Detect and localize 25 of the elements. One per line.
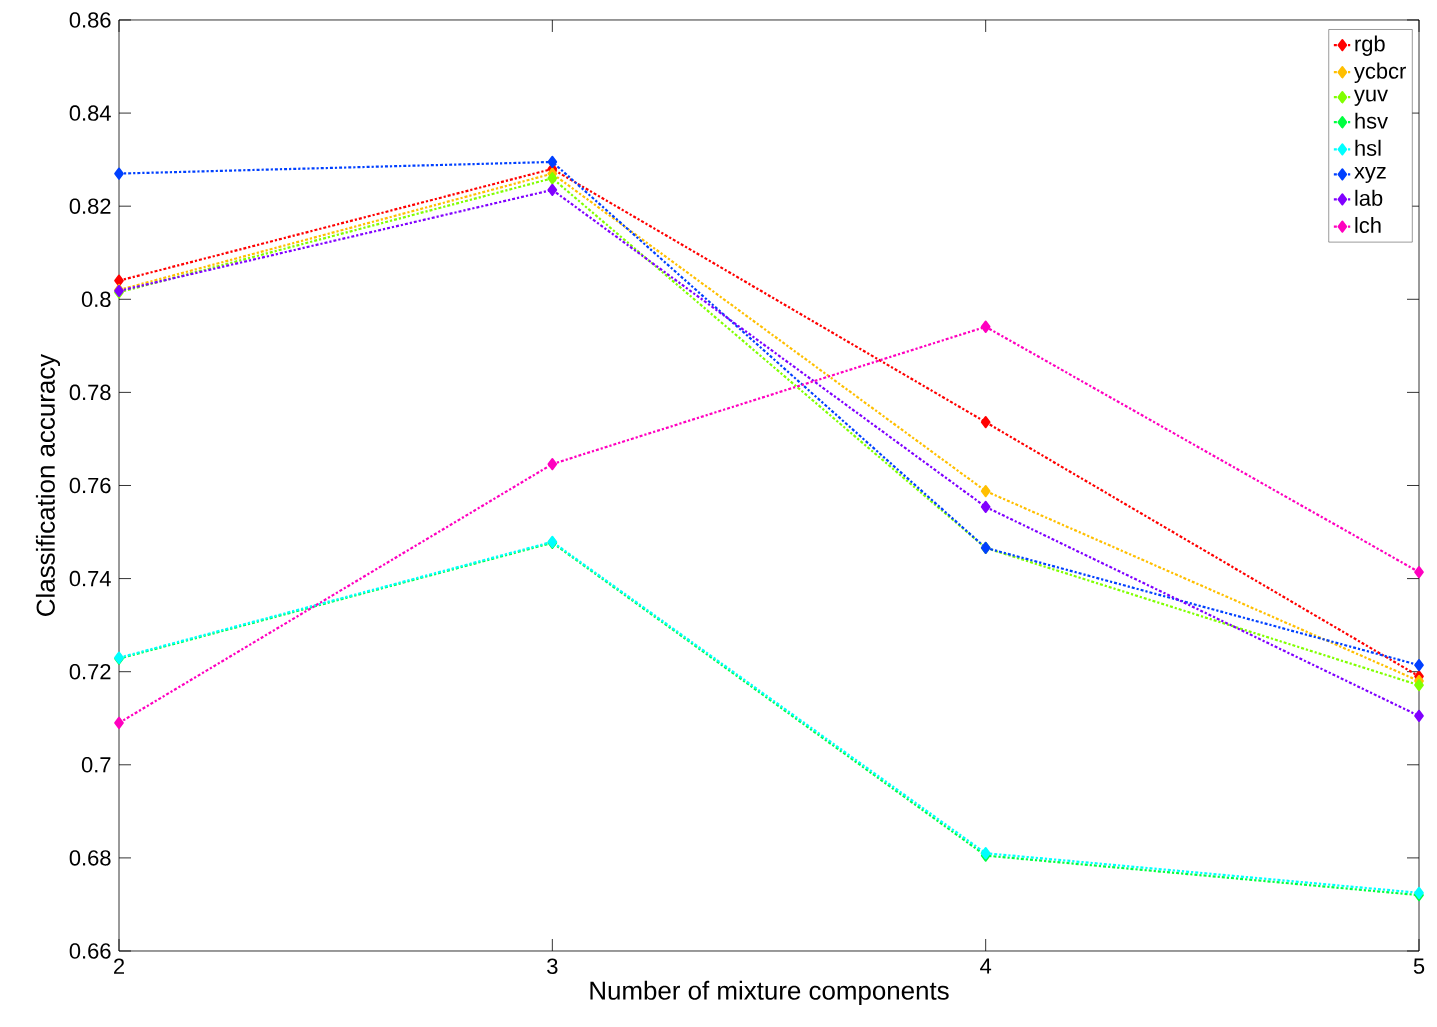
y-tick-label: 0.8 xyxy=(81,291,111,308)
y-tick-label: 0.78 xyxy=(69,384,111,401)
x-tick-label: 3 xyxy=(547,958,558,975)
x-tick-label: 5 xyxy=(1413,958,1425,974)
legend-label: lab xyxy=(1355,189,1383,206)
y-tick-label: 0.84 xyxy=(69,105,111,121)
y-tick-label: 0.76 xyxy=(69,477,111,494)
legend-label: yuv xyxy=(1354,89,1388,106)
x-axis-title: Number of mixture components xyxy=(590,980,949,1005)
y-tick-label: 0.74 xyxy=(69,570,111,587)
legend-label: rgb xyxy=(1355,35,1385,56)
y-tick-label: 0.72 xyxy=(69,663,111,680)
legend-label: hsv xyxy=(1355,112,1388,129)
legend-label: lch xyxy=(1355,216,1381,234)
y-tick-label: 0.86 xyxy=(69,12,111,28)
x-tick-label: 2 xyxy=(114,958,124,974)
y-axis-title: Classification accuracy xyxy=(35,353,61,616)
legend-label: ycbcr xyxy=(1354,62,1406,84)
legend-label: xyz xyxy=(1354,166,1386,184)
y-tick-label: 0.82 xyxy=(69,198,111,214)
x-tick-label: 4 xyxy=(980,958,992,974)
y-tick-label: 0.68 xyxy=(69,850,111,866)
y-tick-label: 0.7 xyxy=(81,757,111,773)
y-tick-label: 0.66 xyxy=(69,943,111,959)
legend-label: hsl xyxy=(1355,139,1381,156)
